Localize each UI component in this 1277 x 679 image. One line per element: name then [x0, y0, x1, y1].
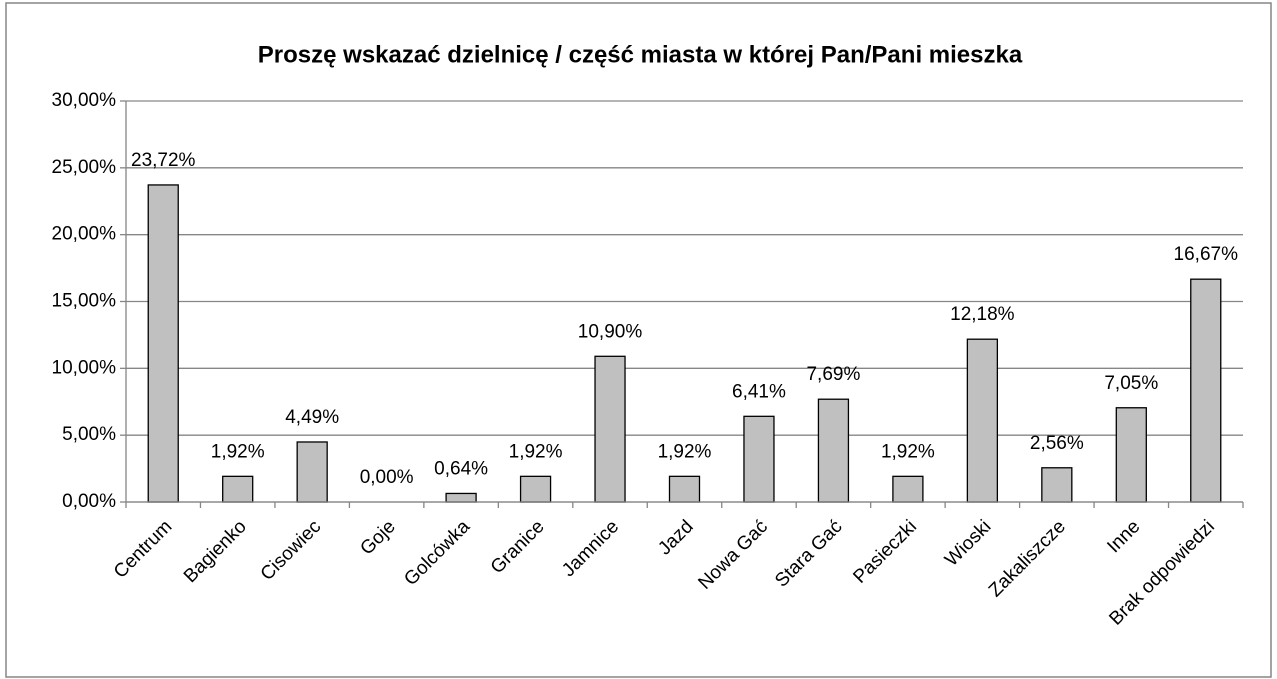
y-tick-label: 20,00% [52, 224, 117, 245]
bar [966, 338, 999, 503]
value-label: 7,05% [1104, 373, 1158, 394]
value-label: 0,00% [360, 467, 414, 488]
bar [147, 184, 179, 503]
bar [1041, 467, 1073, 503]
bar [445, 492, 477, 503]
value-label: 1,92% [509, 441, 563, 462]
value-label: 2,56% [1030, 433, 1084, 454]
y-tick-label: 15,00% [52, 291, 117, 312]
bar [668, 475, 701, 503]
value-label: 4,49% [285, 407, 339, 428]
bar [1115, 407, 1147, 503]
bar [296, 441, 328, 503]
bar [817, 398, 850, 503]
chart-title: Proszę wskazać dzielnicę / część miasta … [258, 41, 1023, 68]
y-tick-label: 0,00% [62, 491, 116, 512]
value-label: 6,41% [732, 381, 786, 402]
value-label: 12,18% [950, 304, 1015, 325]
value-label: 1,92% [881, 441, 935, 462]
value-label: 1,92% [658, 441, 712, 462]
y-tick-label: 5,00% [62, 424, 116, 445]
bar [222, 475, 254, 503]
y-tick-label: 10,00% [52, 357, 117, 378]
y-tick-label: 25,00% [52, 157, 117, 178]
bar [743, 415, 775, 503]
value-label: 7,69% [806, 364, 860, 385]
value-label: 23,72% [131, 150, 196, 171]
value-label: 10,90% [578, 321, 643, 342]
bar [1190, 278, 1222, 503]
y-tick-label: 30,00% [52, 90, 117, 111]
bar [892, 475, 924, 503]
bar [519, 475, 552, 503]
chart-frame [5, 2, 1272, 678]
value-label: 0,64% [434, 458, 488, 479]
bar [594, 355, 626, 503]
value-label: 1,92% [211, 441, 265, 462]
value-label: 16,67% [1174, 244, 1239, 265]
